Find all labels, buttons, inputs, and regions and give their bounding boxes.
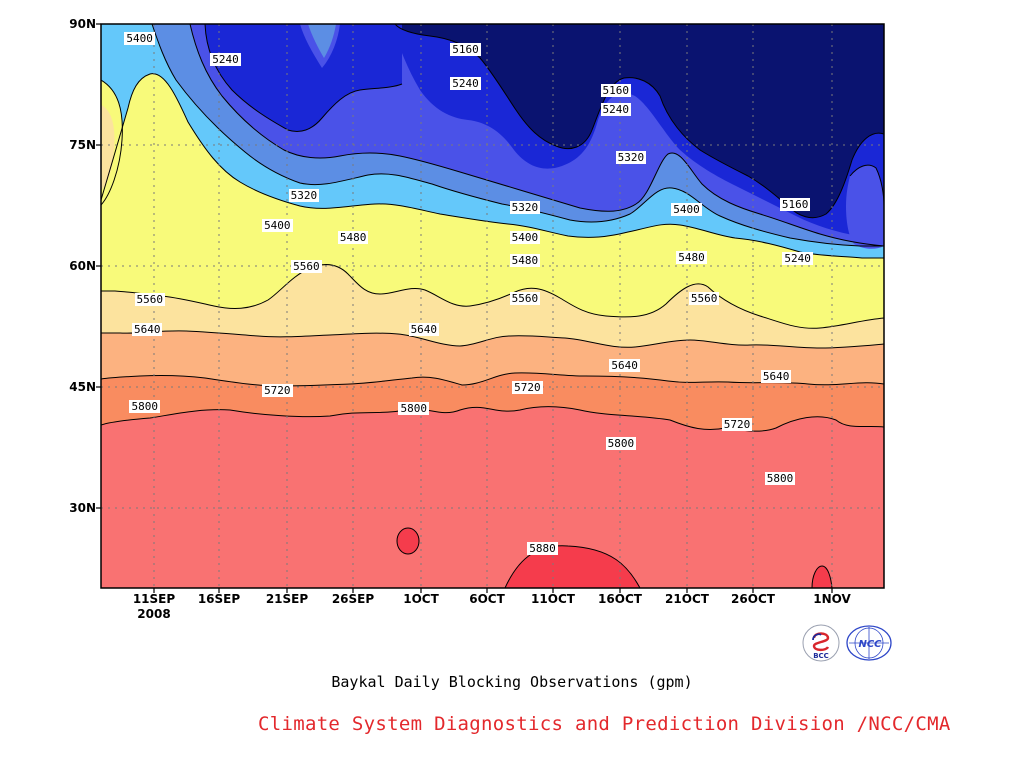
y-tick-30n: 30N [69, 501, 96, 515]
contour-label-5240: 5240 [450, 76, 481, 90]
contour-label-5640: 5640 [609, 358, 640, 372]
y-tick-60n: 60N [69, 259, 96, 273]
contour-label-5400: 5400 [124, 32, 155, 46]
contour-label-5640: 5640 [760, 369, 792, 383]
contour-label-5160: 5160 [450, 42, 481, 56]
blob-5880-left [397, 528, 419, 554]
contour-label-5400: 5400 [671, 203, 702, 217]
contour-line-5640 [101, 330, 884, 349]
x-tick-1nov: 1NOV [813, 592, 851, 606]
contour-line-5480 [101, 73, 884, 259]
contour-label-5480: 5480 [337, 231, 369, 245]
x-tick-21oct: 21OCT [665, 592, 709, 606]
contour-label-5480: 5480 [676, 250, 707, 264]
y-tick-75n: 75N [69, 138, 96, 152]
bcc-logo-text: BCC [813, 652, 829, 660]
contour-label-5800: 5800 [605, 436, 637, 450]
ncc-logo-text: NCC [858, 639, 882, 650]
x-tick-16oct: 16OCT [598, 592, 642, 606]
contour-label-5720: 5720 [721, 418, 753, 432]
contour-label-5320: 5320 [615, 150, 647, 164]
contour-blob-left [396, 527, 420, 555]
contour-label-5640: 5640 [408, 323, 440, 337]
contour-label-5240: 5240 [210, 53, 241, 67]
axis-ticks [96, 23, 833, 593]
contour-line-5720 [101, 372, 884, 387]
y-tick-45n: 45N [69, 380, 96, 394]
contour-label-5480: 5480 [509, 253, 541, 267]
x-tick-1oct: 1OCT [403, 592, 439, 606]
region-right-5240 [846, 165, 884, 249]
chart-subtitle: Baykal Daily Blocking Observations (gpm) [331, 673, 693, 691]
contour-line-5320 [189, 24, 884, 247]
ncc-logo: NCC [846, 625, 892, 661]
region-5320-notch [308, 24, 336, 58]
plot-frame [100, 23, 885, 589]
x-tick-11sep: 11SEP [132, 592, 176, 606]
contour-label-5560: 5560 [291, 260, 322, 274]
contour-label-5240: 5240 [782, 252, 813, 266]
contour-label-5640: 5640 [131, 323, 163, 337]
contour-label-5800: 5800 [764, 472, 796, 486]
contour-label-5720: 5720 [262, 383, 293, 397]
contour-label-5320: 5320 [288, 189, 320, 203]
contour-label-5320: 5320 [509, 200, 541, 214]
contour-label-5880: 5880 [527, 541, 558, 555]
contour-label-5560: 5560 [688, 291, 720, 305]
contour-label-5560: 5560 [134, 292, 166, 306]
bcc-logo: BCC [802, 624, 840, 662]
x-tick-year: 2008 [137, 607, 171, 621]
region-5160-left [205, 24, 402, 132]
credit-line: Climate System Diagnostics and Predictio… [258, 713, 951, 735]
x-tick-26oct: 26OCT [731, 592, 775, 606]
contour-label-5800: 5800 [129, 399, 160, 413]
x-tick-16sep: 16SEP [197, 592, 241, 606]
contour-label-5400: 5400 [509, 231, 541, 245]
contour-label-5800: 5800 [398, 402, 429, 416]
contour-label-5400: 5400 [262, 219, 293, 233]
grid-lines [101, 24, 884, 588]
contour-line-5240 [394, 24, 884, 219]
x-tick-21sep: 21SEP [265, 592, 309, 606]
blob-5880-right [812, 566, 832, 588]
contour-line-5800 [101, 406, 884, 432]
contour-label-5240: 5240 [600, 103, 632, 117]
y-tick-90n: 90N [69, 17, 96, 31]
x-tick-6oct: 6OCT [469, 592, 505, 606]
contour-line-5400 [151, 24, 884, 247]
contour-label-5560: 5560 [509, 291, 541, 305]
contour-left-yellow [101, 79, 123, 206]
contour-line-5880 [504, 545, 641, 588]
contour-blob-right [811, 565, 833, 588]
region-left-fill [101, 105, 115, 190]
contour-label-5160: 5160 [600, 83, 632, 97]
x-tick-26sep: 26SEP [331, 592, 375, 606]
contour-label-5720: 5720 [512, 381, 543, 395]
band-below-5160 [395, 24, 884, 218]
contour-label-5160: 5160 [779, 198, 811, 212]
contour-line-left [204, 24, 403, 132]
x-tick-11oct: 11OCT [531, 592, 575, 606]
